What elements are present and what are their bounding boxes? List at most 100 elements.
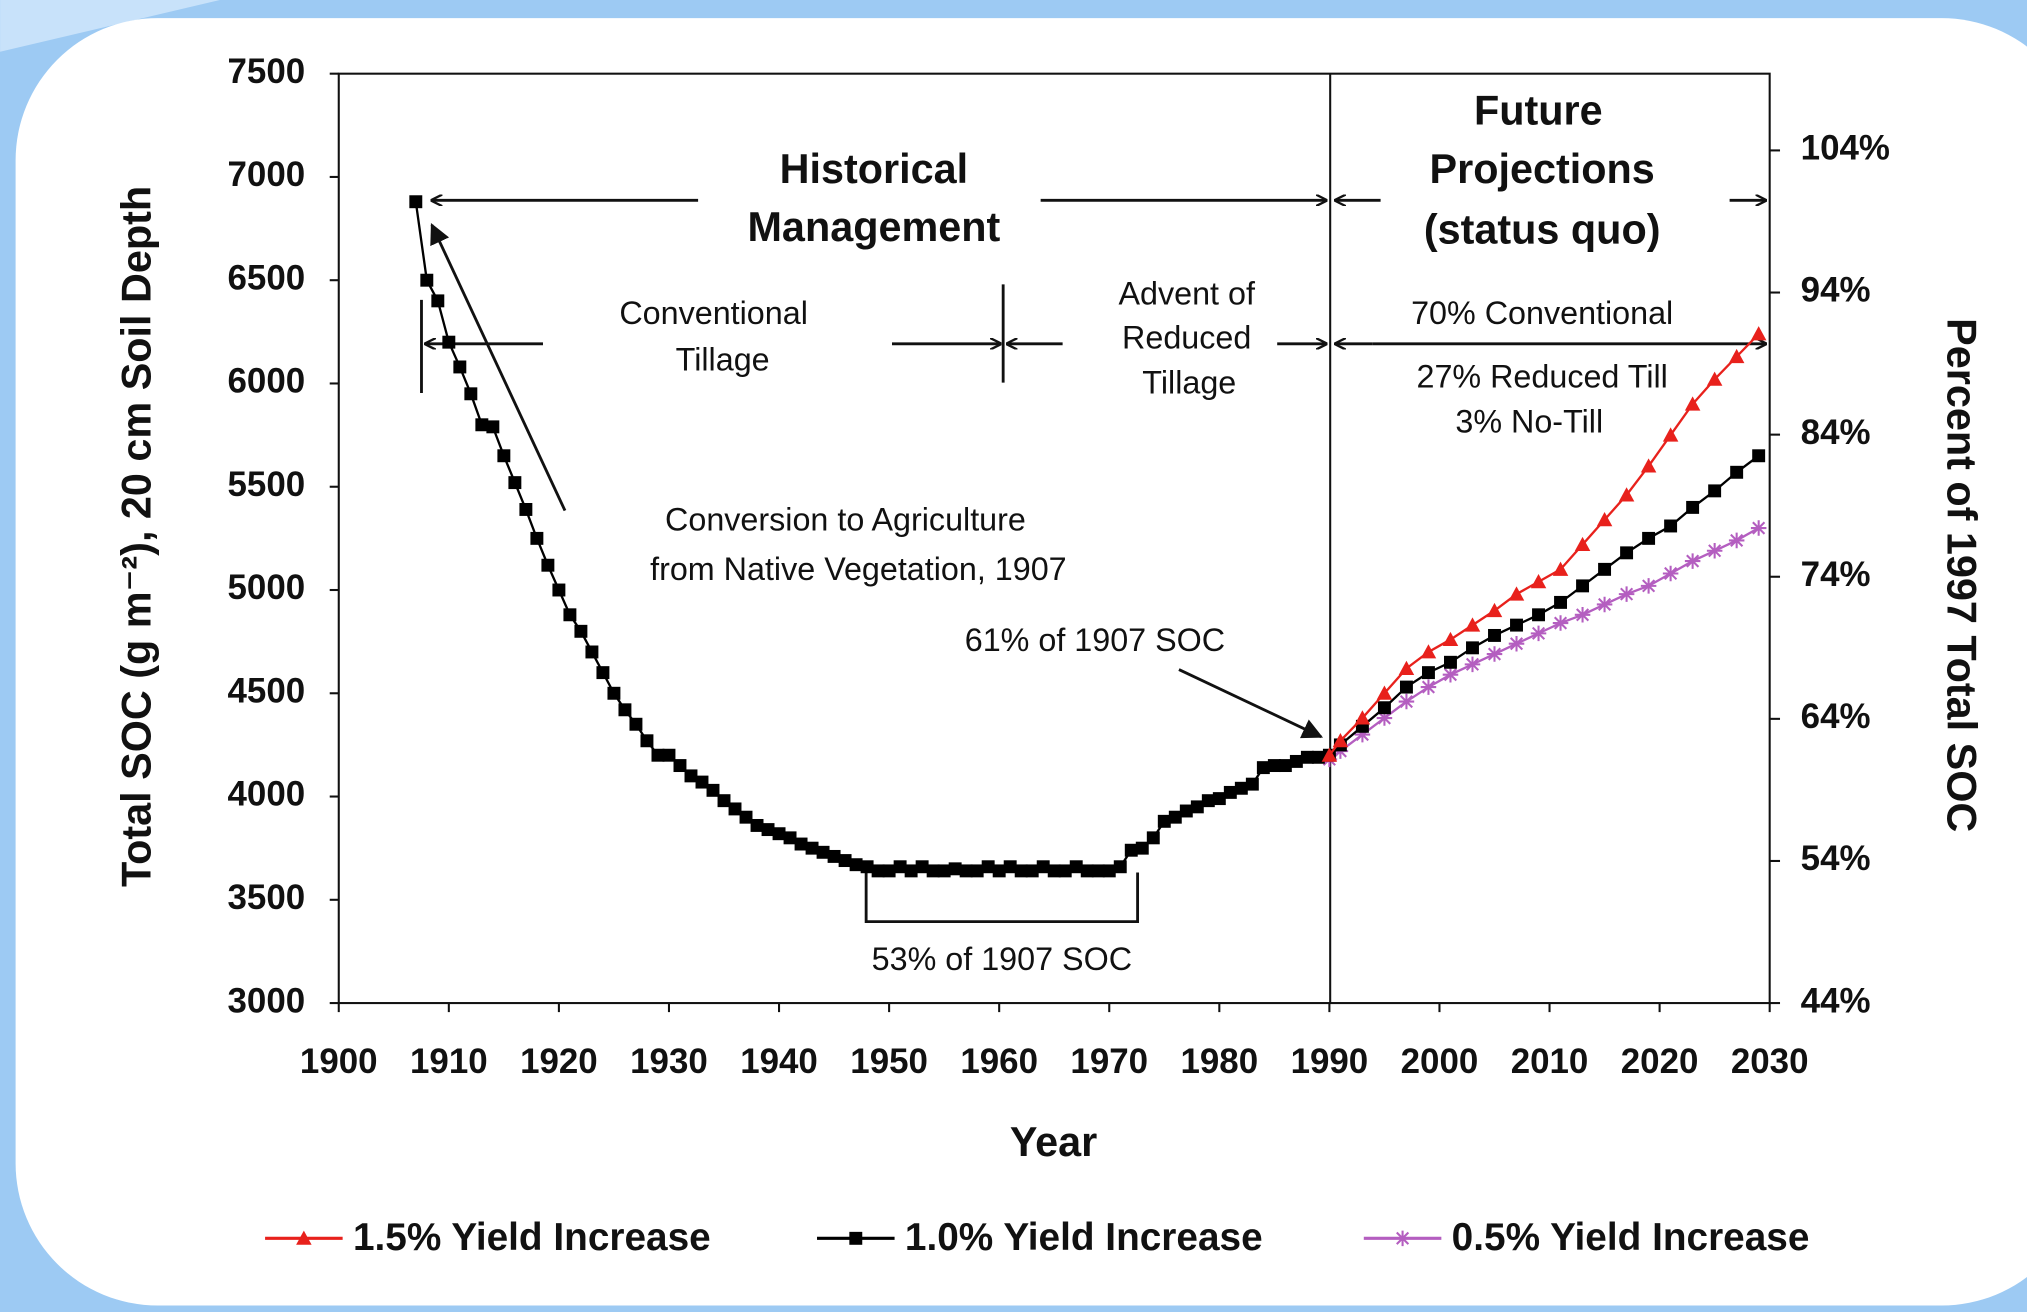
annotation-bg — [774, 145, 974, 192]
data-point — [849, 858, 863, 872]
y-tick-label: 7500 — [228, 52, 306, 91]
data-point — [1596, 512, 1613, 527]
x-tick-label: 1900 — [300, 1042, 378, 1081]
data-point — [827, 849, 841, 863]
data-point — [1354, 726, 1371, 743]
data-point — [1201, 794, 1215, 808]
data-point — [1486, 602, 1503, 618]
data-point — [1750, 326, 1767, 341]
data-point — [1486, 646, 1503, 662]
panel — [15, 18, 2027, 1306]
x-tick-label: 2020 — [1621, 1042, 1699, 1081]
legend-label: 1.0% Yield Increase — [905, 1216, 1263, 1259]
data-point — [508, 476, 522, 490]
data-point — [1332, 733, 1349, 748]
data-point — [904, 864, 918, 878]
annotation: Conversion to Agriculture — [665, 502, 1026, 538]
data-point — [783, 831, 797, 845]
x-tick-label: 1920 — [520, 1042, 598, 1081]
data-point — [706, 783, 720, 797]
x-tick-label: 1980 — [1181, 1042, 1259, 1081]
data-point — [1596, 596, 1613, 613]
data-point — [1684, 396, 1701, 411]
y-tick-label: 3500 — [228, 878, 306, 917]
data-point — [1223, 785, 1237, 799]
y2-tick-label: 84% — [1801, 413, 1871, 452]
data-point — [1135, 841, 1149, 855]
annotation-bg — [659, 501, 1032, 538]
data-point — [1662, 427, 1679, 442]
annotation: Projections — [1430, 146, 1655, 192]
data-point — [1256, 761, 1270, 775]
data-point — [1488, 628, 1501, 642]
annotation-bg — [1137, 364, 1242, 401]
x-tick-label: 1990 — [1291, 1042, 1369, 1081]
annotation: 61% of 1907 SOC — [965, 622, 1225, 658]
data-point — [816, 845, 830, 859]
legend-marker — [1394, 1230, 1411, 1247]
data-point — [981, 860, 995, 874]
corner-shade — [0, 0, 220, 52]
data-point — [1574, 536, 1591, 552]
data-point — [563, 608, 577, 622]
annotation-bg — [742, 204, 1006, 251]
data-point — [1598, 562, 1612, 576]
annotation: Advent of — [1118, 276, 1255, 312]
annotation: Tillage — [676, 341, 770, 377]
data-point — [1025, 864, 1039, 878]
annotation-bg — [614, 294, 814, 331]
data-point — [1376, 685, 1393, 700]
legend-label: 1.5% Yield Increase — [353, 1216, 711, 1259]
data-point — [750, 818, 764, 832]
data-point — [431, 294, 445, 308]
data-point — [1146, 831, 1160, 845]
annotation: Management — [747, 204, 1000, 250]
data-point — [1157, 814, 1171, 828]
data-point — [1464, 656, 1481, 673]
data-point — [1444, 655, 1457, 669]
annotation: Historical — [780, 146, 968, 192]
data-point — [673, 759, 687, 773]
annotation-bg — [1468, 87, 1608, 134]
data-point — [1190, 800, 1204, 814]
annotation-bg — [644, 550, 1072, 587]
data-point — [805, 841, 819, 855]
y2-tick-label: 44% — [1801, 981, 1871, 1020]
data-point — [695, 775, 709, 789]
data-point — [585, 645, 599, 659]
data-point — [1398, 693, 1415, 710]
data-point — [739, 810, 753, 824]
y2-tick-label: 94% — [1801, 271, 1871, 310]
data-point — [860, 860, 874, 874]
annotation: Tillage — [1142, 365, 1236, 401]
data-point — [1752, 449, 1766, 463]
data-point — [1102, 864, 1116, 878]
data-point — [607, 686, 621, 700]
data-point — [937, 864, 951, 878]
x-tick-label: 1960 — [960, 1042, 1038, 1081]
annotation-bg — [1113, 275, 1262, 312]
data-point — [1640, 458, 1657, 473]
y-tick-label: 6500 — [228, 258, 306, 297]
data-point — [1421, 666, 1435, 680]
annotation: 70% Conventional — [1411, 295, 1673, 331]
data-point — [640, 734, 654, 748]
data-point — [1399, 680, 1413, 694]
data-point — [1530, 573, 1547, 589]
data-point — [1574, 607, 1591, 623]
data-point — [882, 864, 896, 878]
data-point — [1618, 586, 1635, 602]
data-point — [926, 864, 940, 878]
annotation-bg — [1405, 294, 1679, 331]
data-point — [409, 195, 423, 209]
y-tick-label: 3000 — [228, 981, 306, 1020]
data-point — [1168, 810, 1182, 824]
data-point — [1618, 487, 1635, 502]
annotation: Reduced — [1122, 319, 1251, 355]
legend-marker — [296, 1230, 312, 1245]
data-point — [530, 531, 544, 545]
data-point — [1442, 666, 1459, 683]
data-point — [552, 583, 566, 597]
data-point — [1530, 625, 1547, 642]
